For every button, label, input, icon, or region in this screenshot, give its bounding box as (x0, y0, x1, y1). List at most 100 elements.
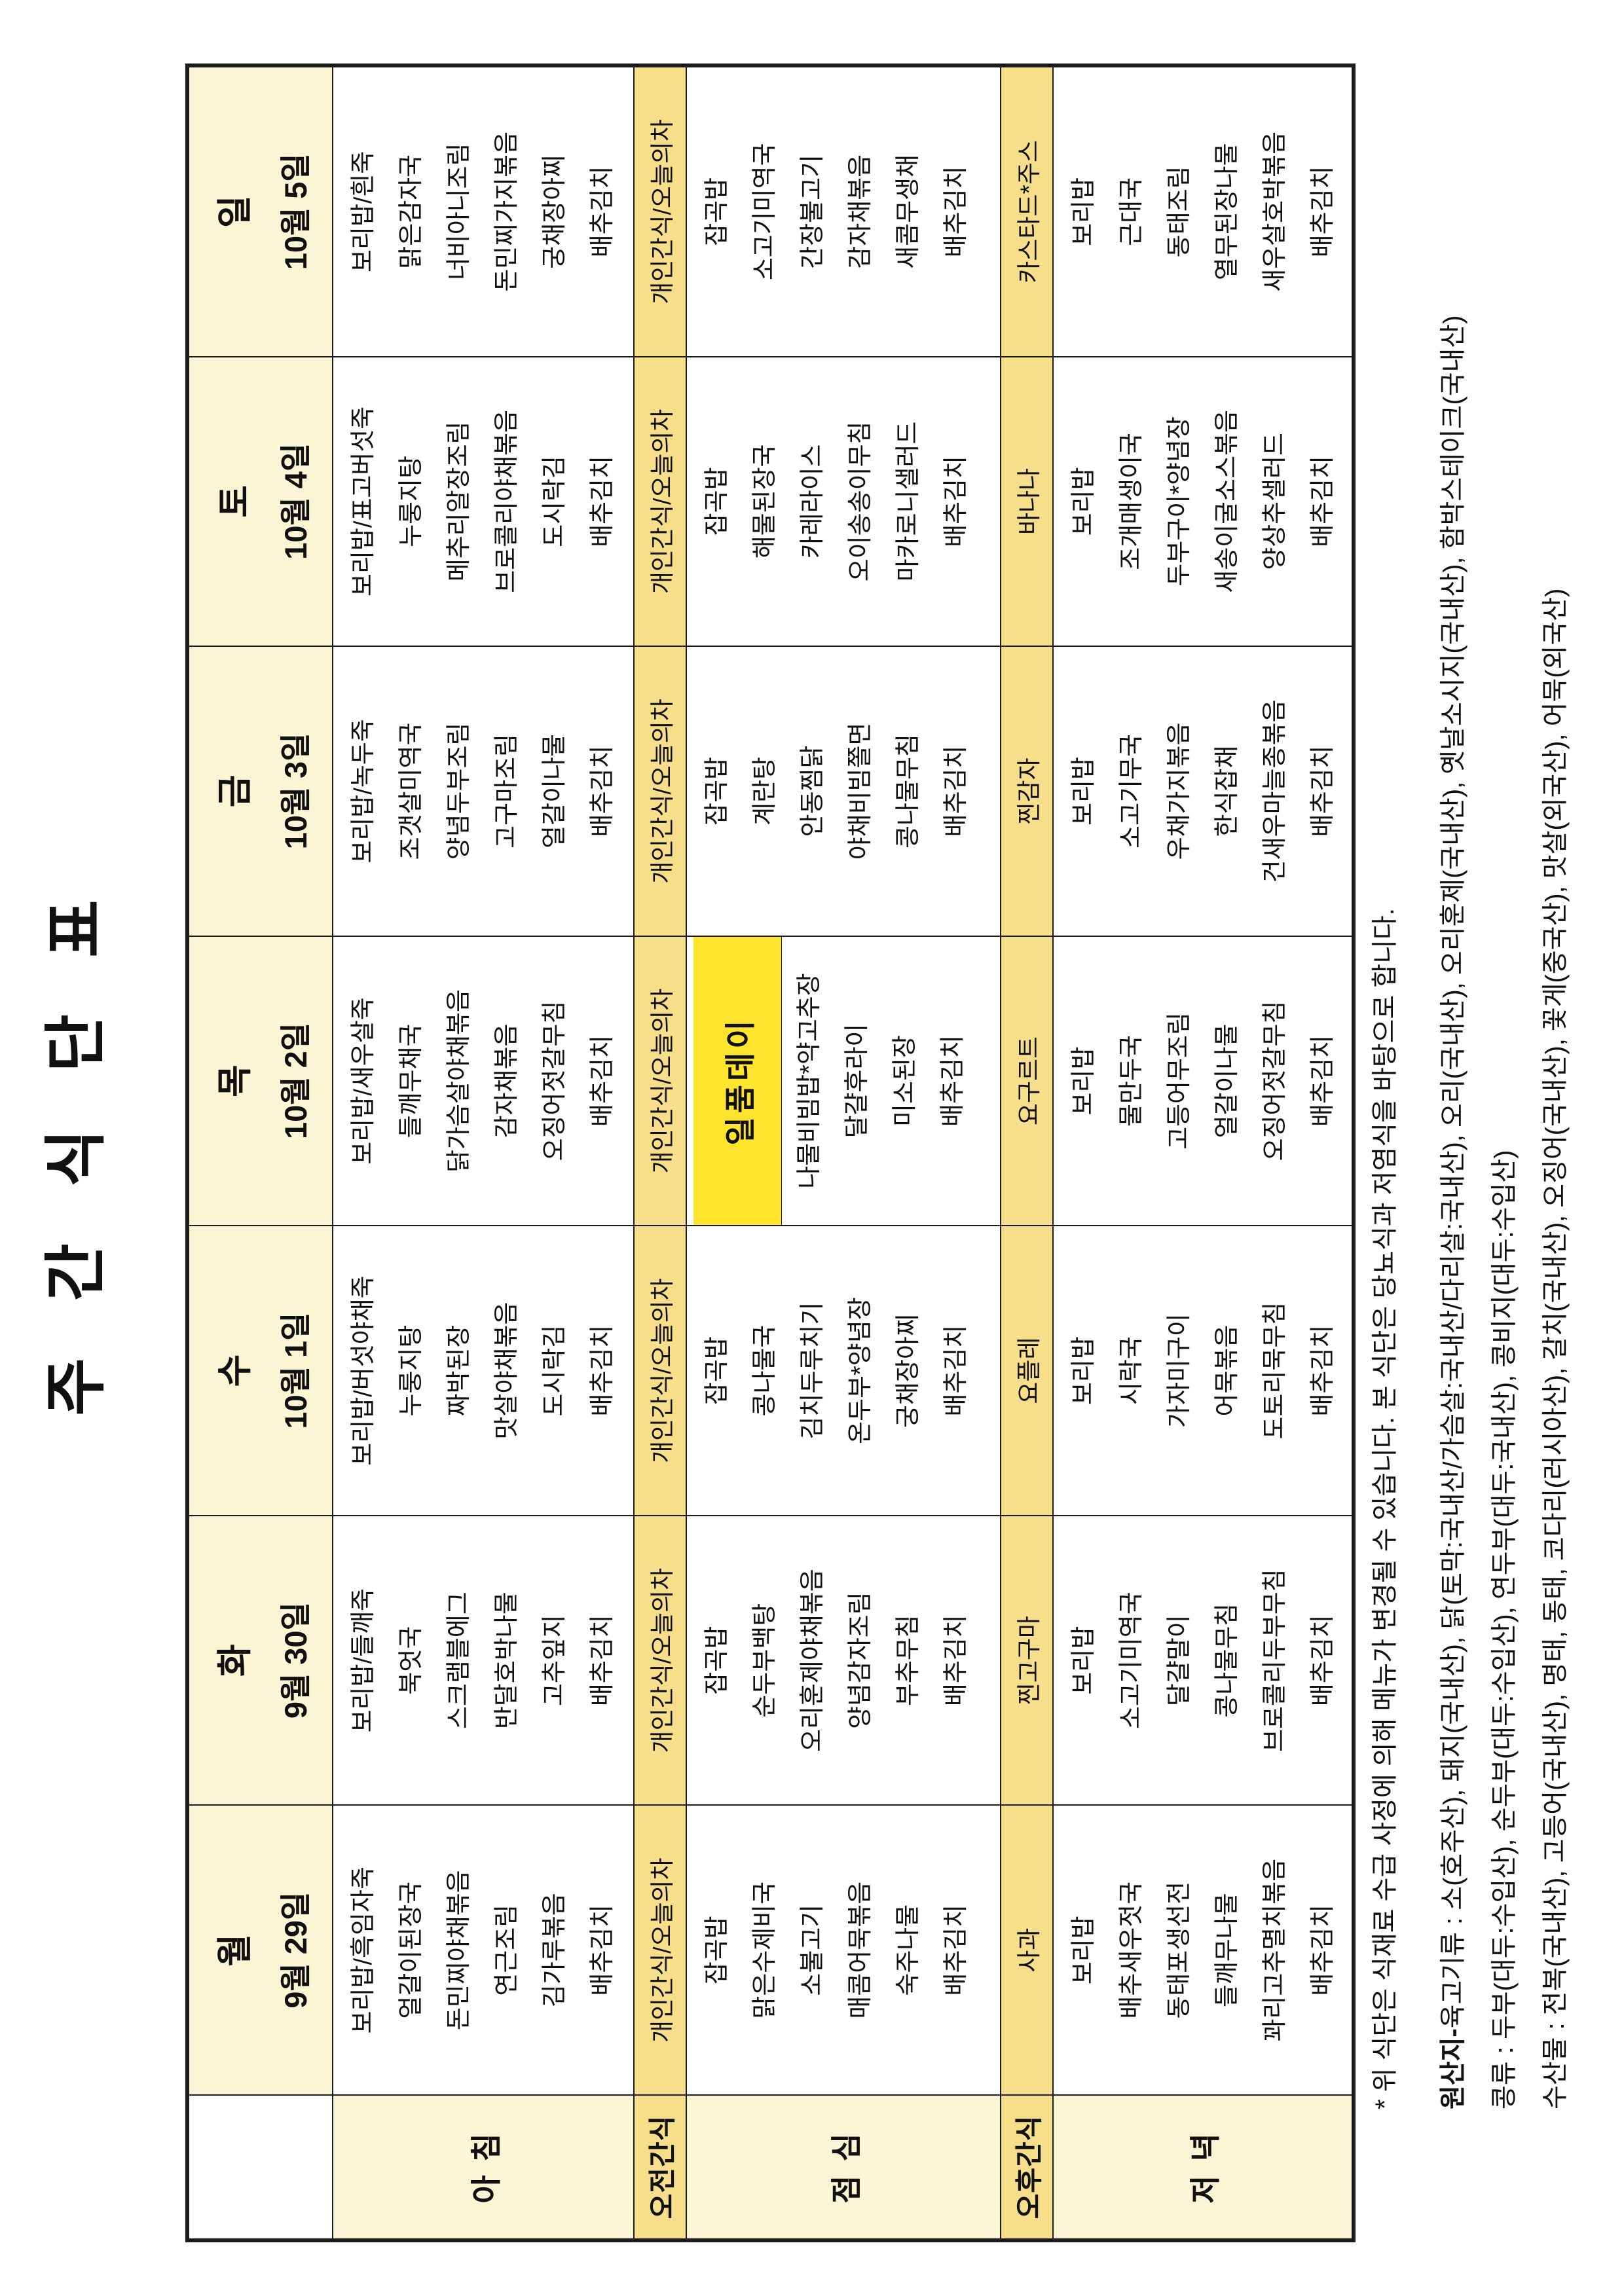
menu-item: 잡곡밥 (703, 1626, 731, 1695)
footnote-origin-meat: 원산지- 육고기류 : 소(호주산), 돼지(국내산), 닭(토막:국내산/가슴… (1425, 316, 1476, 2109)
menu-item: 배추김치 (939, 1035, 967, 1127)
menu-item: 보리밥 (1070, 1916, 1098, 1985)
breakfast-cell: 보리밥/버섯야채죽 누룽지탕 짜박된장 맛살야채볶음 도시락김 배추김치 (333, 1226, 634, 1516)
page-title: 주 간 식 단 표 (41, 880, 111, 1416)
menu-item: 보리밥/표고버섯죽 (350, 406, 377, 596)
menu-item: 소고기미역국 (1118, 1592, 1145, 1730)
menu-item: 도시락김 (541, 1324, 568, 1417)
day-name: 수 (215, 1354, 255, 1387)
menu-table: 월 9월 29일 화 9월 30일 수 10월 1일 목 10월 2일 금 10월 3일 토 10월 … (185, 64, 1356, 2242)
dinner-cell: 보리밥 물만두국 고등어무조림 얼갈이나물 오징어젓갈무침 배추김치 (1053, 936, 1352, 1226)
menu-item: 보리밥 (1070, 177, 1098, 246)
breakfast-cell: 보리밥/녹두죽 조갯살미역국 양념두부조림 고구마조림 얼갈이나물 배추김치 (333, 646, 634, 936)
menu-item: 가자미구이 (1166, 1313, 1193, 1428)
menu-item: 배추김치 (1309, 745, 1337, 837)
category-cell-pm-snack: 오후간식 (1001, 2095, 1053, 2239)
menu-item: 얼갈이된장국 (397, 1881, 425, 2019)
day-date: 9월 30일 (278, 1602, 313, 1719)
menu-item: 숙주나물 (895, 1904, 922, 1996)
footnote-text: 육고기류 : 소(호주산), 돼지(국내산), 닭(토막:국내산/가슴살:국내산… (1439, 315, 1467, 2029)
menu-item: 달걀후라이 (843, 1023, 871, 1139)
footnote-text: * 위 식단은 식재료 수급 사정에 의해 메뉴가 변경될 수 있습니다. 본 … (1371, 908, 1399, 2109)
menu-item: 들깨무채국 (397, 1023, 425, 1139)
menu-item: 잡곡밥 (703, 177, 731, 246)
day-name: 금 (215, 774, 255, 808)
menu-item: 맑은수제비국 (751, 1881, 779, 2019)
menu-item: 오리훈제야채볶음 (799, 1569, 826, 1752)
breakfast-cell: 보리밥/표고버섯죽 누룽지탕 메추리알장조림 브로콜리야채볶음 도시락김 배추김치 (333, 356, 634, 647)
menu-item: 배추김치 (589, 1614, 616, 1707)
menu-item: 배추김치 (589, 1904, 616, 1996)
menu-item: 새송이굴소스볶음 (1213, 410, 1241, 593)
dinner-cell: 보리밥 근대국 동태조림 열무된장나물 새우살호박볶음 배추김치 (1053, 67, 1352, 357)
menu-item: 닭가슴살야채볶음 (445, 989, 473, 1173)
day-header-cell: 일 10월 5일 (189, 67, 333, 357)
breakfast-cell: 보리밥/흰죽 맑은감자국 너비아니조림 돈민찌가지볶음 궁채장아찌 배추김치 (333, 67, 634, 357)
lunch-cell: 잡곡밥 콩나물국 김치두루치기 온두부*양념장 궁채장아찌 배추김치 (686, 1226, 1001, 1516)
menu-item: 꽈리고추멸치볶음 (1261, 1858, 1289, 2042)
menu-item: 달걀말이 (1166, 1614, 1193, 1707)
am-snack-cell: 개인간식/오늘의차 (634, 646, 686, 936)
menu-item: 배추김치 (1309, 1904, 1337, 1996)
menu-item: 북엇국 (397, 1626, 425, 1695)
menu-item: 조개매생이국 (1118, 432, 1145, 570)
menu-item: 배추김치 (589, 745, 616, 837)
menu-item: 조갯살미역국 (397, 722, 425, 860)
am-snack-cell: 개인간식/오늘의차 (634, 1805, 686, 2095)
menu-item: 소고기미역국 (751, 143, 779, 281)
menu-item: 배추김치 (942, 1324, 970, 1417)
menu-item: 연근조림 (493, 1904, 521, 1996)
day-header-cell: 화 9월 30일 (189, 1515, 333, 1806)
pm-snack-cell: 사과 (1001, 1805, 1053, 2095)
menu-item: 양념감자조림 (847, 1592, 874, 1730)
day-header-cell: 금 10월 3일 (189, 646, 333, 936)
day-name: 화 (215, 1644, 255, 1677)
menu-item: 두부구이*양념장 (1166, 416, 1193, 587)
menu-item: 배추김치 (942, 1614, 970, 1707)
menu-item: 카레라이스 (799, 444, 826, 559)
menu-item: 배추김치 (942, 455, 970, 547)
menu-item: 양상추샐러드 (1261, 432, 1289, 570)
lunch-cell: 잡곡밥 해물된장국 카레라이스 오이송송이무침 마카로니샐러드 배추김치 (686, 356, 1001, 647)
menu-item: 콩나물국 (751, 1324, 779, 1417)
menu-item: 배추김치 (1309, 1324, 1337, 1417)
breakfast-cell: 보리밥/새우살죽 들깨무채국 닭가슴살야채볶음 감자채볶음 오징어젓갈무침 배추김치 (333, 936, 634, 1226)
day-date: 10월 3일 (278, 733, 313, 850)
menu-item: 야채비빔쫄면 (847, 722, 874, 860)
day-name: 월 (215, 1933, 255, 1967)
menu-item: 물만두국 (1118, 1035, 1145, 1127)
breakfast-cell: 보리밥/흑임자죽 얼갈이된장국 돈민찌야채볶음 연근조림 김가루볶음 배추김치 (333, 1805, 634, 2095)
lunch-cell: 잡곡밥 맑은수제비국 소불고기 매콤어묵볶음 숙주나물 배추김치 (686, 1805, 1001, 2095)
menu-item: 너비아니조림 (445, 143, 473, 281)
menu-item: 도토리묵무침 (1261, 1302, 1289, 1440)
dinner-cell: 보리밥 배추새우젓국 동태포생선전 들깨무나물 꽈리고추멸치볶음 배추김치 (1053, 1805, 1352, 2095)
menu-item: 브로콜리두부무침 (1261, 1569, 1289, 1752)
menu-item: 매콤어묵볶음 (847, 1881, 874, 2019)
footnote-text: 수산물 : 전복(국내산), 고등어(국내산), 명태, 동태, 코다리(러시아… (1541, 588, 1570, 2109)
table-corner-cell (189, 2095, 333, 2239)
footnote-text: 콩류 : 두부(대두:수입산), 순두부(대두:수입산), 연두부(대두:국내산… (1490, 1150, 1519, 2109)
menu-item: 맛살야채볶음 (493, 1302, 521, 1440)
pm-snack-cell: 찐감자 (1001, 646, 1053, 936)
day-header-cell: 월 9월 29일 (189, 1805, 333, 2095)
menu-item: 열무된장나물 (1213, 143, 1241, 281)
footnote-origin-seafood: 수산물 : 전복(국내산), 고등어(국내산), 명태, 동태, 코다리(러시아… (1527, 316, 1578, 2109)
menu-item: 브로콜리야채볶음 (493, 410, 521, 593)
menu-item: 계란탕 (751, 757, 779, 826)
menu-item: 나물비빔밥*약고추장 (796, 973, 823, 1189)
category-cell-am-snack: 오전간식 (634, 2095, 686, 2239)
menu-item: 누룽지탕 (397, 455, 425, 547)
menu-item: 우채가지볶음 (1166, 722, 1193, 860)
menu-item: 돈민찌야채볶음 (445, 1870, 473, 2031)
menu-item: 보리밥/흰죽 (350, 151, 377, 272)
menu-item: 소고기무국 (1118, 734, 1145, 848)
am-snack-cell: 개인간식/오늘의차 (634, 1226, 686, 1516)
menu-item: 도시락김 (541, 455, 568, 547)
menu-item: 배추김치 (589, 166, 616, 258)
day-name: 목 (215, 1065, 255, 1097)
lunch-cell: 잡곡밥 소고기미역국 간장불고기 감자채볶음 새콤무생채 배추김치 (686, 67, 1001, 357)
pm-snack-cell: 찐고구마 (1001, 1515, 1053, 1806)
menu-item: 오이송송이무침 (847, 421, 874, 582)
footnote-change-notice: * 위 식단은 식재료 수급 사정에 의해 메뉴가 변경될 수 있습니다. 본 … (1357, 316, 1408, 2109)
